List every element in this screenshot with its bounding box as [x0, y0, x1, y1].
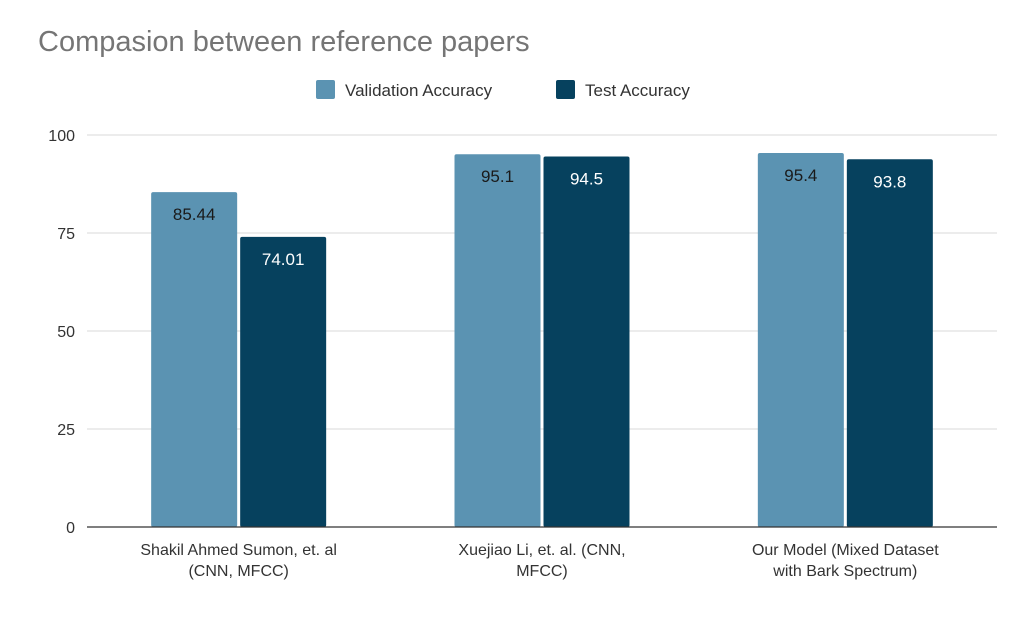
bar-data-label: 74.01: [262, 250, 305, 269]
chart-title: Compasion between reference papers: [38, 26, 530, 58]
x-tick-label-line: Our Model (Mixed Dataset: [752, 542, 939, 559]
y-tick-label: 100: [48, 128, 75, 145]
legend-label: Validation Accuracy: [345, 81, 493, 100]
bar: [240, 236, 327, 527]
bar-data-label: 94.5: [570, 170, 603, 189]
bar: [846, 159, 933, 527]
x-tick-label-line: (CNN, MFCC): [188, 563, 288, 580]
legend: Validation Accuracy Test Accuracy: [316, 80, 690, 100]
x-tick-label: Our Model (Mixed Dataset with Bark Spectr…: [752, 542, 939, 580]
bar-data-label: 95.4: [784, 166, 817, 185]
y-tick-label: 0: [66, 520, 75, 537]
x-axis-labels: Shakil Ahmed Sumon, et. al (CNN, MFCC) Xue…: [140, 542, 939, 580]
y-tick-label: 25: [57, 422, 75, 439]
x-tick-label: Shakil Ahmed Sumon, et. al (CNN, MFCC): [140, 542, 337, 580]
y-tick-label: 75: [57, 226, 75, 243]
bar: [151, 192, 238, 527]
x-tick-label-line: Shakil Ahmed Sumon, et. al: [140, 542, 337, 559]
bar: [757, 153, 844, 528]
bar-data-label: 93.8: [873, 172, 906, 191]
legend-swatch: [316, 80, 335, 99]
legend-swatch: [556, 80, 575, 99]
x-tick-label-line: with Bark Spectrum): [772, 563, 917, 580]
y-tick-label: 50: [57, 324, 75, 341]
bar: [543, 156, 630, 527]
bars: [151, 153, 933, 528]
bar-data-label: 95.1: [481, 167, 514, 186]
x-tick-label-line: Xuejiao Li, et. al. (CNN,: [458, 542, 625, 559]
x-tick-label: Xuejiao Li, et. al. (CNN, MFCC): [458, 542, 625, 580]
bar-data-labels: 85.44 74.01 95.1 94.5 95.4 93.8: [173, 166, 906, 269]
legend-label: Test Accuracy: [585, 81, 690, 100]
bar-data-label: 85.44: [173, 205, 216, 224]
y-axis-ticks: 0 25 50 75 100: [48, 128, 75, 537]
x-tick-label-line: MFCC): [516, 563, 568, 580]
gridlines: [87, 134, 997, 430]
bar: [454, 154, 541, 527]
